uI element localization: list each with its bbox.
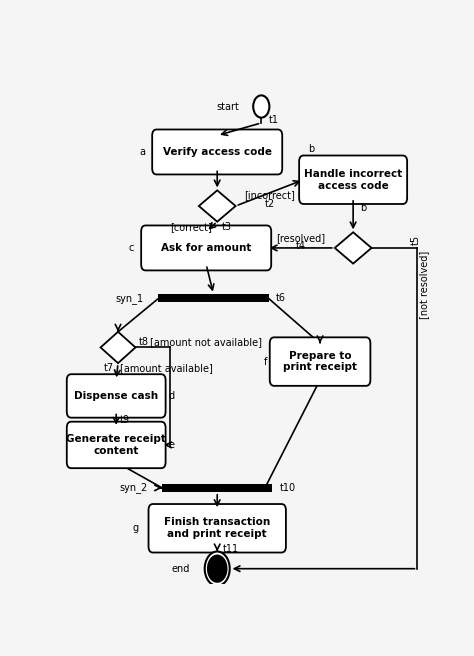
Text: [amount not available]: [amount not available]: [150, 337, 262, 348]
Circle shape: [253, 95, 269, 117]
Bar: [158, 295, 269, 302]
Text: [not resolved]: [not resolved]: [419, 251, 429, 319]
Text: t11: t11: [223, 544, 239, 554]
FancyBboxPatch shape: [152, 129, 282, 174]
Text: t4: t4: [296, 241, 306, 251]
Text: Handle incorrect
access code: Handle incorrect access code: [304, 169, 402, 190]
Polygon shape: [335, 232, 372, 264]
FancyBboxPatch shape: [141, 226, 271, 270]
Text: t8: t8: [139, 337, 149, 348]
Text: t7: t7: [104, 363, 114, 373]
Text: a: a: [139, 147, 145, 157]
Text: Verify access code: Verify access code: [163, 147, 272, 157]
Text: [amount available]: [amount available]: [120, 363, 213, 373]
Text: t10: t10: [280, 483, 296, 493]
Text: Finish transaction
and print receipt: Finish transaction and print receipt: [164, 518, 270, 539]
Circle shape: [205, 552, 230, 586]
Text: b: b: [308, 144, 314, 154]
Text: t3: t3: [222, 222, 232, 232]
Text: b: b: [360, 203, 367, 213]
Text: start: start: [217, 102, 240, 112]
Text: t5: t5: [411, 236, 421, 245]
Polygon shape: [100, 332, 136, 363]
Text: [correct]: [correct]: [170, 222, 212, 232]
Text: t2: t2: [264, 199, 274, 209]
FancyBboxPatch shape: [148, 504, 286, 552]
Polygon shape: [199, 190, 236, 222]
Circle shape: [207, 554, 228, 583]
Bar: [162, 484, 272, 492]
Text: Generate receipt
content: Generate receipt content: [66, 434, 166, 456]
Text: g: g: [132, 523, 138, 533]
Text: c: c: [128, 243, 134, 253]
Text: t1: t1: [269, 115, 279, 125]
Text: e: e: [169, 440, 174, 450]
Text: [resolved]: [resolved]: [276, 233, 325, 243]
Text: Dispense cash: Dispense cash: [74, 391, 158, 401]
Text: f: f: [264, 357, 267, 367]
Text: syn_2: syn_2: [119, 482, 147, 493]
Text: [incorrect]: [incorrect]: [244, 190, 295, 200]
FancyBboxPatch shape: [270, 337, 370, 386]
Text: d: d: [169, 391, 174, 401]
FancyBboxPatch shape: [299, 155, 407, 204]
Text: end: end: [171, 564, 190, 574]
Text: Ask for amount: Ask for amount: [161, 243, 251, 253]
Text: syn_1: syn_1: [116, 293, 144, 304]
FancyBboxPatch shape: [67, 374, 165, 418]
Text: t6: t6: [276, 293, 286, 304]
Text: t9: t9: [120, 415, 130, 424]
Text: Prepare to
print receipt: Prepare to print receipt: [283, 351, 357, 373]
FancyBboxPatch shape: [67, 422, 165, 468]
